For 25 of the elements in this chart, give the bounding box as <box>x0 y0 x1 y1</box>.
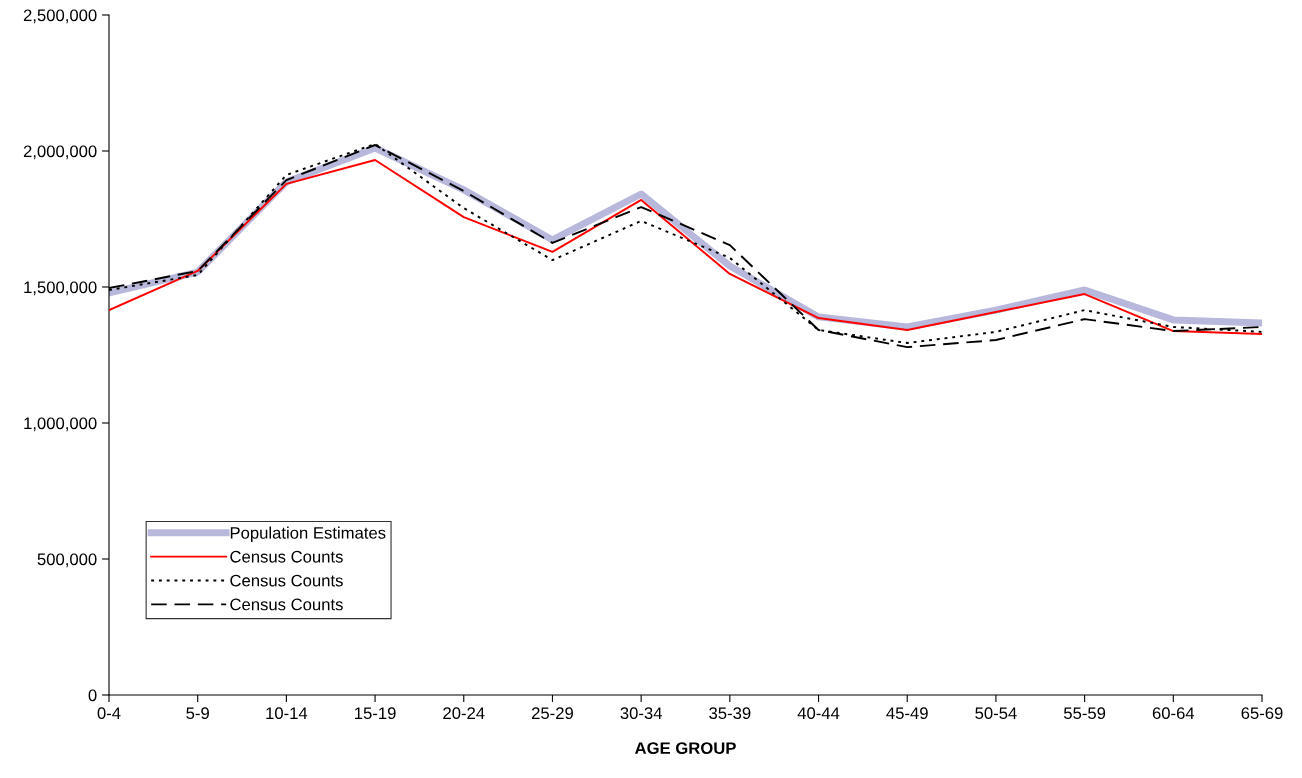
x-tick-label: 45-49 <box>886 707 928 720</box>
x-tick-label: 5-9 <box>186 707 209 720</box>
x-tick-label: 35-39 <box>709 707 751 720</box>
y-tick-label: 0 <box>88 689 97 702</box>
legend-label: Census Counts <box>230 550 343 563</box>
x-tick-label: 50-54 <box>975 707 1017 720</box>
x-tick-label: 15-19 <box>355 707 396 720</box>
x-tick-label: 60-64 <box>1152 707 1195 720</box>
y-tick-label: 1,000,000 <box>24 417 97 432</box>
x-tick-label: 55-59 <box>1063 707 1106 720</box>
legend-label: Census Counts <box>230 574 343 587</box>
legend-label: Census Counts <box>230 598 343 611</box>
y-tick-label: 2,000,000 <box>23 145 97 160</box>
x-tick-label: 20-24 <box>443 707 485 720</box>
x-axis-title: AGE GROUP <box>634 742 736 755</box>
x-tick-label: 0-4 <box>97 707 121 720</box>
legend-label: Population Estimates <box>230 526 386 543</box>
y-tick-label: 500,000 <box>37 553 97 568</box>
x-tick-label: 10-14 <box>266 707 308 720</box>
x-tick-label: 25-29 <box>531 707 573 720</box>
y-tick-label: 1,500,000 <box>24 281 97 296</box>
x-tick-label: 65-69 <box>1241 707 1283 720</box>
x-tick-label: 30-34 <box>620 707 662 720</box>
y-tick-label: 2,500,000 <box>23 9 97 24</box>
x-tick-label: 40-44 <box>797 707 840 720</box>
